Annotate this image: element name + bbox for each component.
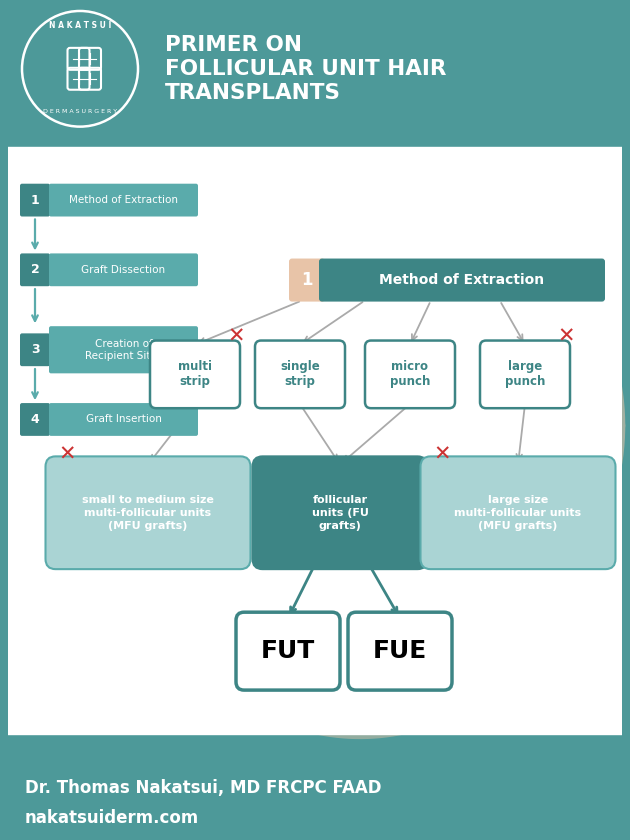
Text: 1: 1 xyxy=(301,271,312,289)
FancyBboxPatch shape xyxy=(20,254,50,286)
FancyBboxPatch shape xyxy=(45,456,251,570)
Text: nakatsuiderm.com: nakatsuiderm.com xyxy=(25,809,199,827)
Text: N A K A T S U I: N A K A T S U I xyxy=(49,22,111,30)
Text: Creation of
Recipient Sites: Creation of Recipient Sites xyxy=(85,339,162,360)
Text: large
punch: large punch xyxy=(505,360,545,388)
FancyBboxPatch shape xyxy=(8,147,622,735)
Text: Graft Dissection: Graft Dissection xyxy=(81,265,166,275)
Text: PRIMER ON
FOLLICULAR UNIT HAIR
TRANSPLANTS: PRIMER ON FOLLICULAR UNIT HAIR TRANSPLAN… xyxy=(165,34,447,102)
Text: 3: 3 xyxy=(31,344,39,356)
Text: small to medium size
multi-follicular units
(MFU grafts): small to medium size multi-follicular un… xyxy=(82,495,214,531)
FancyBboxPatch shape xyxy=(289,259,325,302)
FancyBboxPatch shape xyxy=(480,340,570,408)
Text: single
strip: single strip xyxy=(280,360,320,388)
Text: FUE: FUE xyxy=(373,639,427,663)
FancyBboxPatch shape xyxy=(253,456,428,570)
Text: ✕: ✕ xyxy=(59,444,76,465)
FancyBboxPatch shape xyxy=(49,403,198,436)
Text: Method of Extraction: Method of Extraction xyxy=(69,195,178,205)
FancyBboxPatch shape xyxy=(49,326,198,373)
FancyBboxPatch shape xyxy=(49,184,198,217)
Text: multi
strip: multi strip xyxy=(178,360,212,388)
Text: 2: 2 xyxy=(31,263,39,276)
FancyBboxPatch shape xyxy=(20,403,50,436)
Text: 1: 1 xyxy=(31,193,39,207)
FancyBboxPatch shape xyxy=(20,333,50,366)
FancyBboxPatch shape xyxy=(420,456,616,570)
Text: D E R M A S U R G E R Y: D E R M A S U R G E R Y xyxy=(43,109,117,114)
Text: large size
multi-follicular units
(MFU grafts): large size multi-follicular units (MFU g… xyxy=(454,495,581,531)
Text: 4: 4 xyxy=(31,413,39,426)
Text: Graft Insertion: Graft Insertion xyxy=(86,414,161,424)
FancyBboxPatch shape xyxy=(236,612,340,690)
Text: FUT: FUT xyxy=(261,639,315,663)
FancyBboxPatch shape xyxy=(20,184,50,217)
FancyBboxPatch shape xyxy=(365,340,455,408)
Text: micro
punch: micro punch xyxy=(390,360,430,388)
Text: ✕: ✕ xyxy=(558,327,575,346)
FancyBboxPatch shape xyxy=(348,612,452,690)
Text: follicular
units (FU
grafts): follicular units (FU grafts) xyxy=(312,495,369,531)
Text: Dr. Thomas Nakatsui, MD FRCPC FAAD: Dr. Thomas Nakatsui, MD FRCPC FAAD xyxy=(25,780,382,797)
FancyBboxPatch shape xyxy=(150,340,240,408)
Text: ✕: ✕ xyxy=(227,327,244,346)
Text: ✕: ✕ xyxy=(433,444,451,465)
FancyBboxPatch shape xyxy=(49,254,198,286)
FancyBboxPatch shape xyxy=(255,340,345,408)
Text: Method of Extraction: Method of Extraction xyxy=(379,273,544,287)
FancyBboxPatch shape xyxy=(319,259,605,302)
